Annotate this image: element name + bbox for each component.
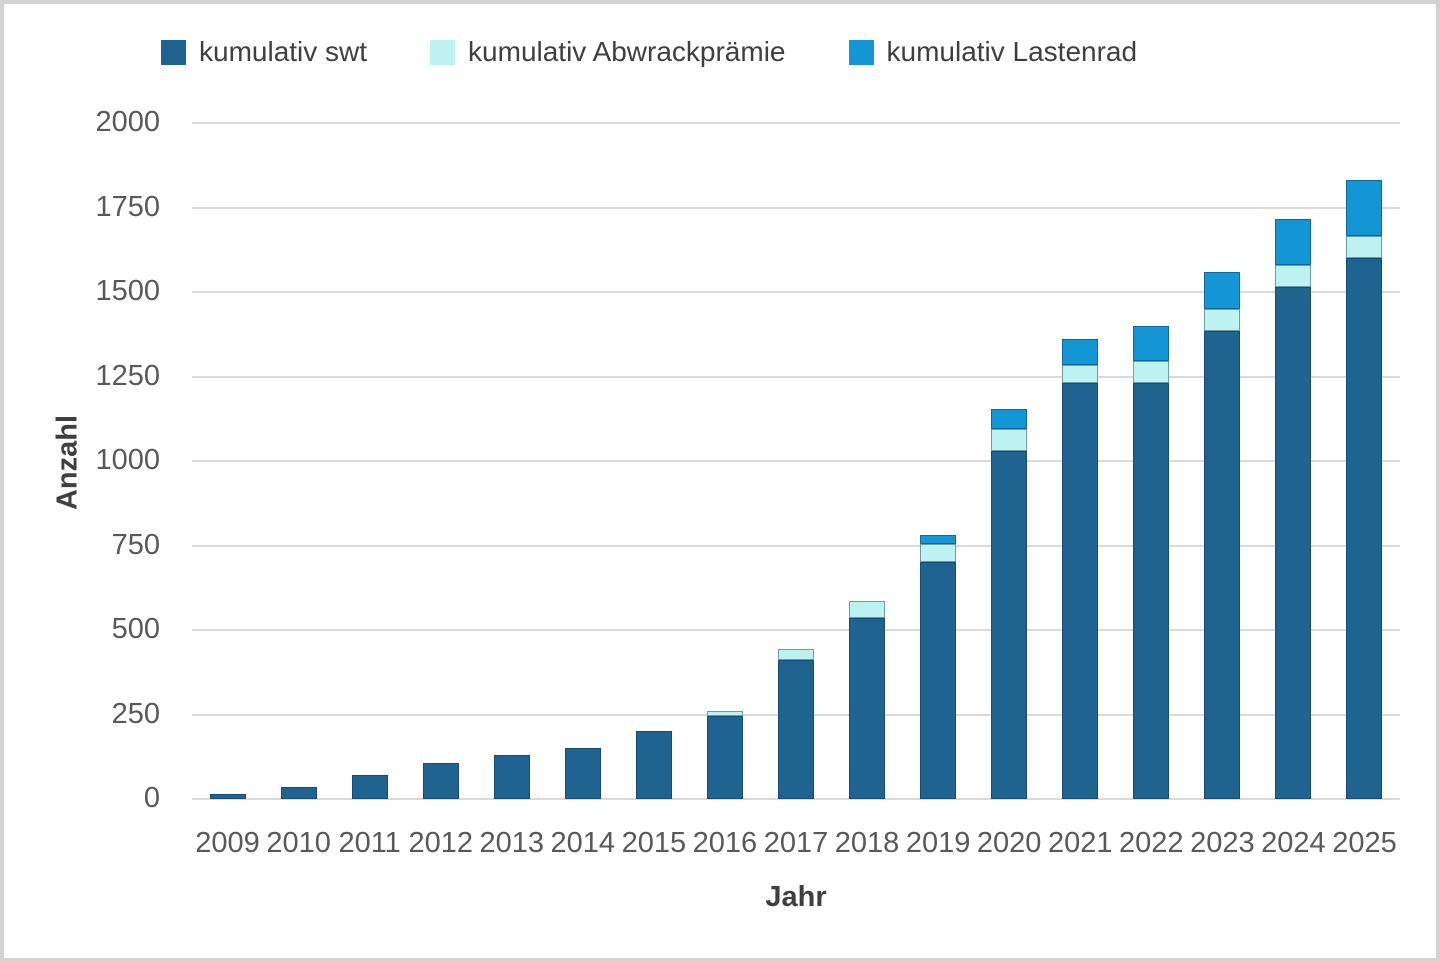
y-tick-label-250: 250 <box>111 697 160 730</box>
bar-2025-segment-swt <box>1346 258 1383 799</box>
x-tick-label-2011: 2011 <box>338 827 401 859</box>
legend-swatch-icon <box>848 39 874 65</box>
bar-2021-segment-lastenrad <box>1062 339 1099 365</box>
bar-2017-segment-abwrackpraemie <box>778 648 814 661</box>
bar-2014-segment-swt <box>564 748 601 799</box>
x-tick-label-2021: 2021 <box>1047 827 1113 859</box>
gridline-y-500 <box>192 629 1400 631</box>
bar-2023-segment-lastenrad <box>1204 271 1241 309</box>
legend-label: kumulativ swt <box>199 36 368 67</box>
gridline-y-1500 <box>192 291 1400 293</box>
bar-2025-segment-abwrackpraemie <box>1346 236 1383 259</box>
y-tick-label-1500: 1500 <box>95 275 160 307</box>
gridline-y-0 <box>192 798 1400 800</box>
bar-2023-segment-abwrackpraemie <box>1204 308 1241 331</box>
bar-2018-segment-abwrackpraemie <box>849 601 886 619</box>
bar-2021-segment-swt <box>1062 383 1099 799</box>
x-tick-label-2012: 2012 <box>408 827 473 859</box>
bar-2011-segment-swt <box>351 774 388 799</box>
x-tick-label-2019: 2019 <box>905 827 971 859</box>
legend-item-abwrackpraemie: kumulativ Abwrackprämie <box>430 36 786 68</box>
y-axis-title: Anzahl <box>51 414 84 511</box>
bar-2020-segment-swt <box>991 450 1028 799</box>
bar-2012-segment-swt <box>422 762 459 799</box>
legend-label: kumulativ Lastenrad <box>886 36 1138 67</box>
bar-2021-segment-abwrackpraemie <box>1062 364 1099 384</box>
bar-2013-segment-swt <box>493 755 530 799</box>
y-tick-label-0: 0 <box>143 782 160 814</box>
gridline-y-1250 <box>192 375 1400 378</box>
bar-2017-segment-swt <box>778 660 814 799</box>
bar-2024-segment-swt <box>1275 286 1312 799</box>
y-tick-label-500: 500 <box>111 613 160 645</box>
bar-2009-segment-swt <box>209 793 246 799</box>
y-tick-label-2000: 2000 <box>95 106 160 138</box>
bar-2016-segment-swt <box>706 716 743 799</box>
x-tick-label-2018: 2018 <box>834 827 900 859</box>
y-tick-label-1750: 1750 <box>95 190 160 223</box>
bar-2022-segment-abwrackpraemie <box>1133 361 1170 384</box>
bar-2019-segment-swt <box>920 562 957 799</box>
bar-2019-segment-abwrackpraemie <box>920 543 957 563</box>
y-tick-label-1000: 1000 <box>95 444 160 476</box>
bar-2010-segment-swt <box>280 787 317 799</box>
bar-2016-segment-abwrackpraemie <box>706 711 743 717</box>
chart-legend: kumulativ swt kumulativ Abwrackprämie kumu… <box>161 36 1137 68</box>
bar-2022-segment-lastenrad <box>1133 325 1170 362</box>
bar-2024-segment-lastenrad <box>1275 219 1312 265</box>
x-tick-label-2009: 2009 <box>195 827 260 859</box>
x-axis-title: Jahr <box>765 881 827 913</box>
x-tick-label-2014: 2014 <box>550 827 616 859</box>
y-tick-label-750: 750 <box>111 528 160 561</box>
legend-label: kumulativ Abwrackprämie <box>468 36 786 67</box>
x-tick-label-2013: 2013 <box>479 827 544 859</box>
bar-2020-segment-abwrackpraemie <box>991 428 1028 451</box>
x-tick-label-2024: 2024 <box>1261 827 1326 859</box>
legend-swatch-icon <box>430 39 456 65</box>
x-tick-label-2022: 2022 <box>1119 827 1184 859</box>
gridline-y-1750 <box>192 206 1400 209</box>
legend-item-swt: kumulativ swt <box>161 36 367 68</box>
bar-2025-segment-lastenrad <box>1346 180 1383 237</box>
x-tick-label-2010: 2010 <box>266 827 331 859</box>
x-tick-label-2020: 2020 <box>976 827 1042 859</box>
bar-2018-segment-swt <box>849 618 886 799</box>
bar-2015-segment-swt <box>635 731 672 799</box>
bar-2020-segment-lastenrad <box>991 408 1028 429</box>
legend-swatch-icon <box>161 39 186 65</box>
x-tick-label-2015: 2015 <box>621 827 687 859</box>
gridline-y-1000 <box>192 460 1400 462</box>
x-tick-label-2017: 2017 <box>763 827 829 859</box>
bar-2023-segment-swt <box>1204 330 1241 799</box>
x-tick-label-2023: 2023 <box>1190 827 1255 859</box>
legend-item-lastenrad: kumulativ Lastenrad <box>848 36 1138 68</box>
gridline-y-2000 <box>192 122 1400 124</box>
x-tick-label-2025: 2025 <box>1332 827 1397 859</box>
gridline-y-750 <box>192 544 1400 547</box>
bar-2024-segment-abwrackpraemie <box>1275 264 1312 287</box>
bar-2022-segment-swt <box>1133 383 1170 799</box>
bar-2019-segment-lastenrad <box>920 535 957 544</box>
x-tick-label-2016: 2016 <box>692 827 758 859</box>
y-tick-label-1250: 1250 <box>95 359 160 392</box>
